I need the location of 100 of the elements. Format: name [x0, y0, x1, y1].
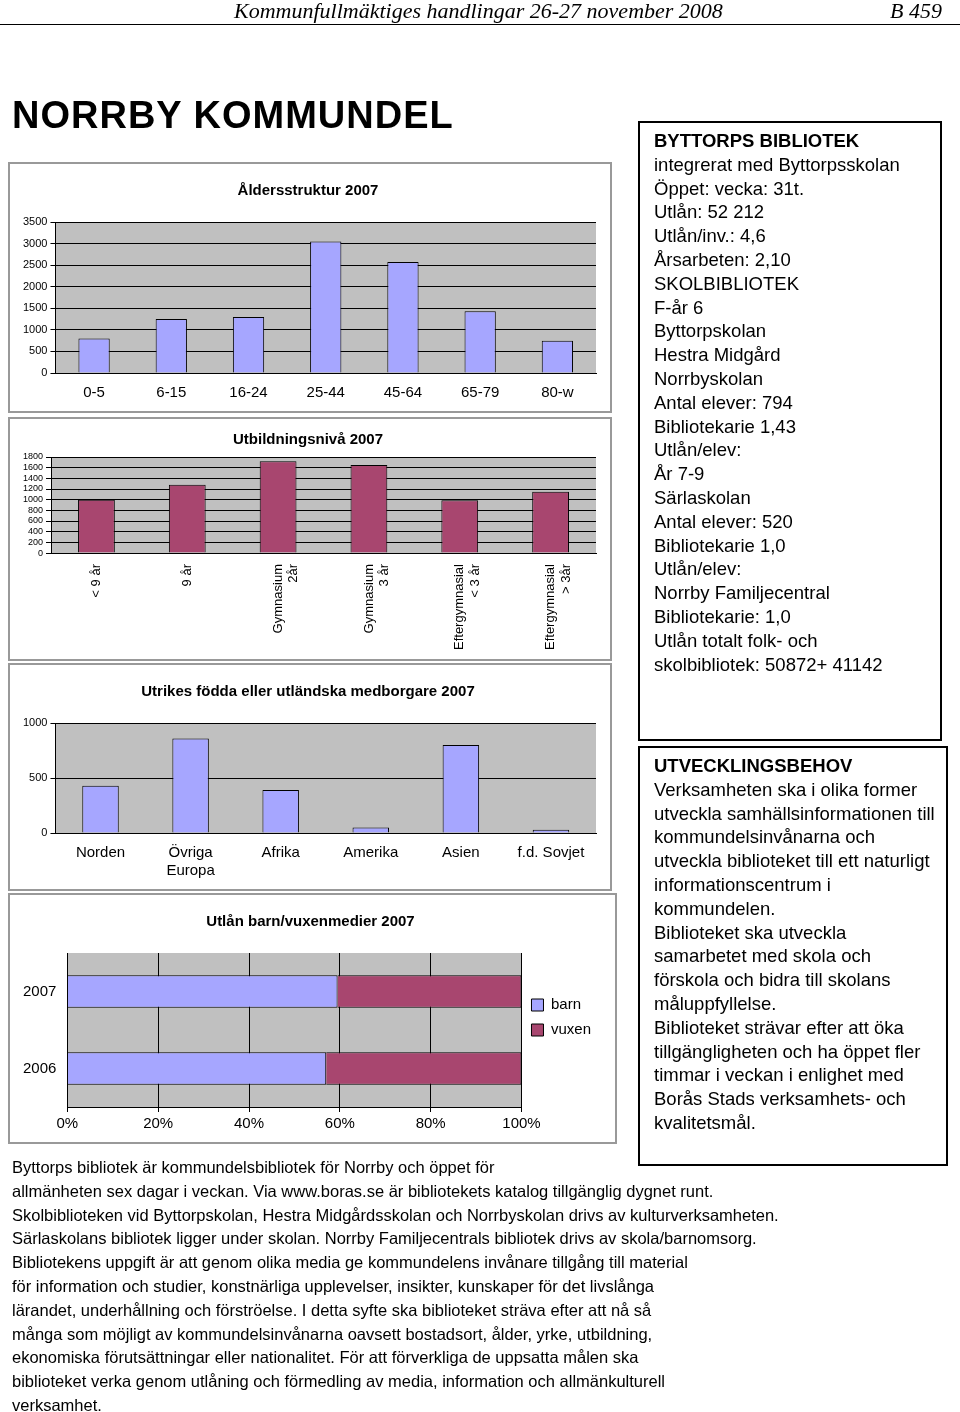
- x-tick-label: 65-79: [460, 383, 500, 401]
- chart-title: Utbildningsnivå 2007: [232, 430, 384, 448]
- x-tick-label: 60%: [324, 1114, 355, 1132]
- chart-title: Utrikes födda eller utländska medborgare 2007: [141, 682, 475, 700]
- text: informationscentrum i: [654, 873, 832, 897]
- text: Hestra Midgård: [654, 343, 782, 367]
- x-tick-label: Asien: [442, 843, 480, 861]
- y-tick-label: 1000: [22, 716, 48, 729]
- text: integrerat med Byttorpsskolan: [654, 152, 901, 177]
- y-tick-label: 1200: [22, 483, 44, 494]
- text: ekonomiska förutsättningar eller nationalitet. För att förverkliga de uppsatta målen ska: [12, 1347, 640, 1369]
- x-tick-label: 9 år: [178, 563, 194, 587]
- x-tick-label: Afrika: [261, 843, 301, 861]
- text: Norrby Familjecentral: [654, 581, 831, 605]
- x-tick-label: Övriga Europa: [166, 843, 216, 879]
- x-tick-label: < 9 år: [88, 563, 104, 598]
- x-tick-label: 45-64: [383, 383, 423, 401]
- text: Utlån/elev:: [654, 557, 743, 582]
- x-tick-label: 0%: [56, 1114, 79, 1132]
- x-tick-label: 6-15: [156, 383, 187, 401]
- text: Årsarbeten: 2,10: [654, 248, 792, 272]
- text: B 459: [890, 0, 942, 23]
- text: UTVECKLINGSBEHOV: [654, 754, 854, 778]
- x-tick-label: Eftergymnasial < 3 år: [451, 563, 482, 651]
- text: Särlaskolan: [654, 485, 752, 510]
- y-tick-label: 600: [27, 515, 44, 526]
- y-tick-label: 0: [41, 826, 48, 839]
- text: verksamhet.: [12, 1394, 103, 1412]
- legend-label: vuxen: [550, 1020, 591, 1038]
- text: Biblioteket ska utveckla: [654, 920, 848, 945]
- text: kommundelen.: [654, 896, 777, 921]
- y-tick-label: 800: [27, 504, 44, 515]
- text: Byttorps bibliotek är kommundelsbibliotek för Norrby och öppet för: [12, 1157, 496, 1178]
- text: År 7-9: [654, 462, 706, 486]
- text: Antal elever: 520: [654, 509, 794, 534]
- x-tick-label: 0-5: [83, 383, 105, 401]
- x-tick-label: 25-44: [306, 383, 345, 401]
- text: Utlån/elev:: [654, 438, 743, 463]
- text: samarbetet med skola och: [654, 944, 872, 969]
- text: NORRBY KOMMUNDEL: [12, 94, 454, 137]
- text: Utlån/inv.: 4,6: [654, 224, 767, 248]
- y-tick-label: 1000: [22, 494, 44, 505]
- text: Norrbyskolan: [654, 366, 764, 391]
- legend-label: barn: [550, 995, 581, 1013]
- text: Verksamheten ska i olika former: [654, 777, 919, 802]
- y-tick-label: 0: [38, 547, 44, 558]
- text: Bibliotekarie 1,0: [654, 533, 787, 558]
- x-tick-label: 16-24: [229, 383, 268, 401]
- text: Biblioteket strävar efter att öka: [654, 1015, 905, 1040]
- text: förskola och bidra till skolans: [654, 968, 892, 992]
- y-tick-label: 1400: [22, 472, 44, 483]
- text: Kommunfullmäktiges handlingar 26-27 november 2008: [234, 0, 723, 23]
- y-tick-label: 2007: [22, 981, 57, 999]
- text: Bibliotekarie 1,43: [654, 414, 797, 439]
- x-tick-label: Gymnasium 2år: [269, 563, 301, 634]
- text: allmänheten sex dagar i veckan. Via www.boras.se är bibliotekets katalog tillgänglig dygnet runt.: [12, 1180, 715, 1202]
- chart-title: Åldersstruktur 2007: [237, 181, 379, 199]
- text: tillgängligheten och ha öppet fler: [654, 1039, 922, 1064]
- text: Öppet: vecka: 31t.: [654, 176, 806, 201]
- y-tick-label: 400: [27, 526, 44, 537]
- y-tick-label: 3000: [22, 236, 48, 249]
- text: Utlån totalt folk- och: [654, 628, 819, 653]
- x-tick-label: 80%: [415, 1114, 446, 1132]
- y-tick-label: 2006: [22, 1058, 57, 1076]
- text: timmar i veckan i enlighet med: [654, 1063, 905, 1088]
- y-tick-label: 2500: [22, 258, 48, 271]
- y-tick-label: 500: [29, 344, 48, 357]
- y-tick-label: 1000: [22, 322, 48, 335]
- text: biblioteket verka genom utlåning och förmedling av media, information och allmänkulturell: [12, 1371, 666, 1393]
- text: SKOLBIBLIOTEK: [654, 271, 800, 296]
- text: Antal elever: 794: [654, 390, 794, 415]
- text: Borås Stads verksamhets- och: [654, 1087, 907, 1111]
- y-tick-label: 0: [41, 366, 48, 379]
- text: kvalitetsmål.: [654, 1110, 757, 1135]
- text: Särlaskolans bibliotek ligger under skolan. Norrby Familjecentrals bibliotek drivs av skola/barnomsorg.: [12, 1228, 758, 1250]
- x-tick-label: f.d. Sovjet: [517, 843, 586, 861]
- x-tick-label: 40%: [234, 1114, 265, 1132]
- text: måluppfyllelse.: [654, 991, 778, 1016]
- y-tick-label: 3500: [22, 215, 48, 228]
- text: Bibliotekarie: 1,0: [654, 604, 792, 629]
- text: många som möjligt av kommundelsinvånarna oavsett bostadsort, ålder, yrke, utbildning,: [12, 1323, 654, 1345]
- text: Skolbiblioteken vid Byttorpskolan, Hestra Midgårdsskolan och Norrbyskolan drivs av kulturverksamheten.: [12, 1204, 780, 1226]
- x-tick-label: Gymnasium 3 år: [360, 563, 392, 634]
- text: Utlån: 52 212: [654, 200, 766, 225]
- text: kommundelsinvånarna och: [654, 825, 877, 850]
- text: för information och studier, konstnärliga upplevelser, insikter, kunskaper för det livslånga: [12, 1276, 655, 1297]
- x-tick-label: Amerika: [343, 843, 399, 861]
- y-tick-label: 1800: [22, 451, 44, 462]
- x-tick-label: Norden: [75, 843, 126, 861]
- text: Byttorpskolan: [654, 319, 768, 344]
- y-tick-label: 2000: [22, 279, 48, 292]
- y-tick-label: 500: [29, 771, 48, 784]
- y-tick-label: 200: [27, 536, 44, 547]
- x-tick-label: 100%: [502, 1114, 541, 1132]
- text: BYTTORPS BIBLIOTEK: [654, 129, 861, 153]
- x-tick-label: 20%: [143, 1114, 174, 1132]
- x-tick-label: 80-w: [541, 383, 574, 401]
- text: utveckla biblioteket till ett naturligt: [654, 849, 931, 873]
- x-tick-label: Eftergymnasial > 3år: [542, 563, 573, 651]
- y-tick-label: 1500: [22, 301, 48, 314]
